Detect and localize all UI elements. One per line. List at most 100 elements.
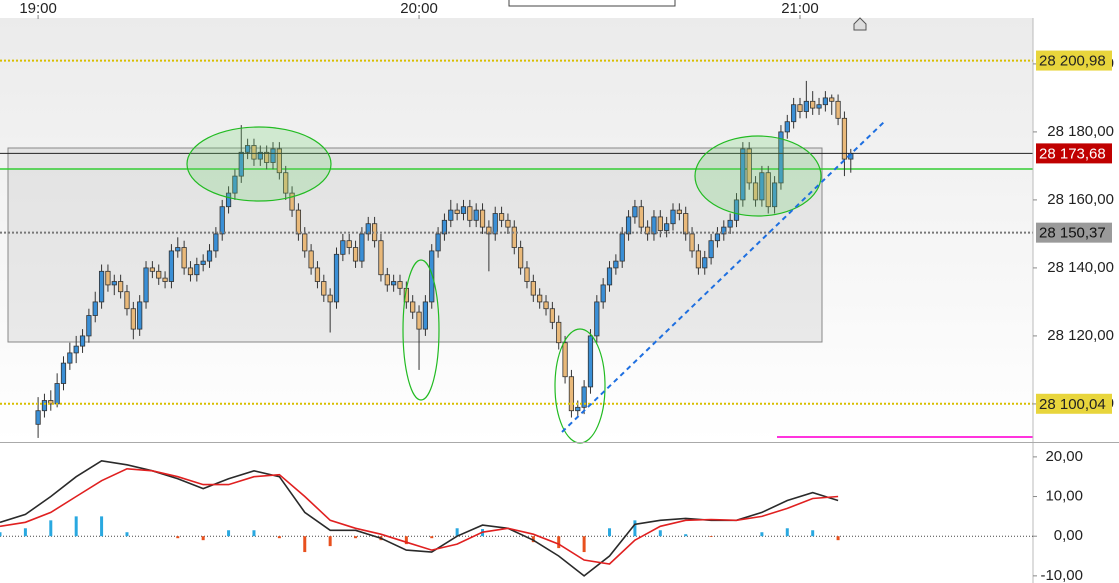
top-box <box>508 0 676 7</box>
candle-body <box>645 226 651 235</box>
candle-body <box>581 386 587 408</box>
macd-line <box>0 467 839 565</box>
candle-body <box>816 104 822 109</box>
candle-body <box>492 213 498 235</box>
level-box <box>1036 143 1112 164</box>
candle-body <box>264 151 270 163</box>
level-box <box>1036 222 1112 243</box>
candle-body <box>810 100 816 109</box>
candle-body <box>238 151 244 177</box>
histogram-bar <box>709 536 713 537</box>
y-tick-label: 0,00 <box>1054 527 1083 544</box>
histogram-bar <box>608 528 612 537</box>
candle-body <box>448 209 454 221</box>
histogram-bar <box>531 536 535 543</box>
candle-body <box>168 250 175 282</box>
candle-body <box>778 131 784 184</box>
candle-body <box>270 148 276 163</box>
candle-body <box>479 209 486 228</box>
y-tick-label: 10,00 <box>1045 488 1083 505</box>
histogram-bar <box>201 536 205 541</box>
candle-body <box>752 182 759 201</box>
candle-body <box>397 281 403 289</box>
histogram-bar <box>23 528 27 537</box>
candle-body <box>232 175 238 194</box>
histogram-bar <box>0 532 2 537</box>
candle-body <box>137 301 143 330</box>
candle-body <box>498 213 505 221</box>
ellipse <box>402 259 440 401</box>
y-tick-label: 28 140,00 <box>1047 259 1114 276</box>
candle-body <box>784 121 790 133</box>
candle-body <box>162 277 168 282</box>
y-tick-label: -10,00 <box>1040 567 1083 583</box>
candle-body <box>251 145 257 160</box>
candle-body <box>149 267 155 272</box>
candle-body <box>143 267 149 303</box>
candle-body <box>771 182 778 208</box>
candle-body <box>638 206 644 228</box>
price-marks <box>0 59 1033 438</box>
candle-body <box>632 206 638 218</box>
level-label: 28 100,04 <box>1039 396 1106 413</box>
candle-body <box>568 376 575 412</box>
histogram-bar <box>836 536 840 541</box>
candle-body <box>130 308 136 330</box>
candle-body <box>435 233 441 252</box>
candle-body <box>327 294 333 303</box>
candle-body <box>594 301 600 337</box>
histogram-bar <box>74 516 78 537</box>
candle-body <box>791 104 797 123</box>
candle-body <box>200 260 206 265</box>
histogram-bar <box>100 516 104 537</box>
histogram-bar <box>430 536 434 539</box>
candle-body <box>35 410 41 425</box>
candle-body <box>391 281 397 286</box>
y-tick-label: 28 160,00 <box>1047 191 1114 208</box>
candle-body <box>797 104 803 112</box>
candle-body <box>422 301 428 330</box>
candle-body <box>537 294 543 303</box>
candle-body <box>708 240 714 259</box>
candle-body <box>219 206 225 235</box>
level-label: 28 200,98 <box>1039 53 1106 70</box>
candle-body <box>556 321 562 344</box>
histogram-bar <box>125 532 129 537</box>
candle-body <box>352 247 359 262</box>
histogram-bar <box>785 528 789 537</box>
candle-body <box>79 335 86 347</box>
candle-body <box>613 260 619 269</box>
histogram-bar <box>404 536 408 545</box>
histogram-bar <box>455 528 459 537</box>
candle-body <box>695 250 702 269</box>
candle-body <box>518 247 524 269</box>
candle-body <box>124 291 130 310</box>
candle-body <box>486 226 492 235</box>
histogram-bar <box>582 536 586 553</box>
candle-body <box>156 270 162 279</box>
candle-body <box>765 172 771 208</box>
histogram-bar <box>760 532 764 537</box>
candle-body <box>841 117 848 160</box>
histogram-bar <box>633 520 637 537</box>
candle-body <box>206 250 213 262</box>
candle-body <box>689 233 695 252</box>
histogram-bar <box>49 520 53 537</box>
candle-body <box>346 240 352 248</box>
candle-body <box>664 223 670 231</box>
candle-body <box>416 311 422 330</box>
candle-body <box>86 315 92 337</box>
candle-body <box>48 400 54 405</box>
histogram-bar <box>557 536 561 549</box>
candle-body <box>733 199 740 221</box>
level-box <box>1036 50 1112 71</box>
candle-body <box>67 352 73 364</box>
x-tick-label: 20:00 <box>400 0 438 17</box>
candle-body <box>276 148 282 174</box>
histogram-bar <box>277 536 281 539</box>
candle-body <box>105 270 111 286</box>
candle-body <box>625 216 632 235</box>
marker-icon <box>853 17 867 31</box>
candle-body <box>92 301 98 316</box>
candle-body <box>505 219 511 228</box>
